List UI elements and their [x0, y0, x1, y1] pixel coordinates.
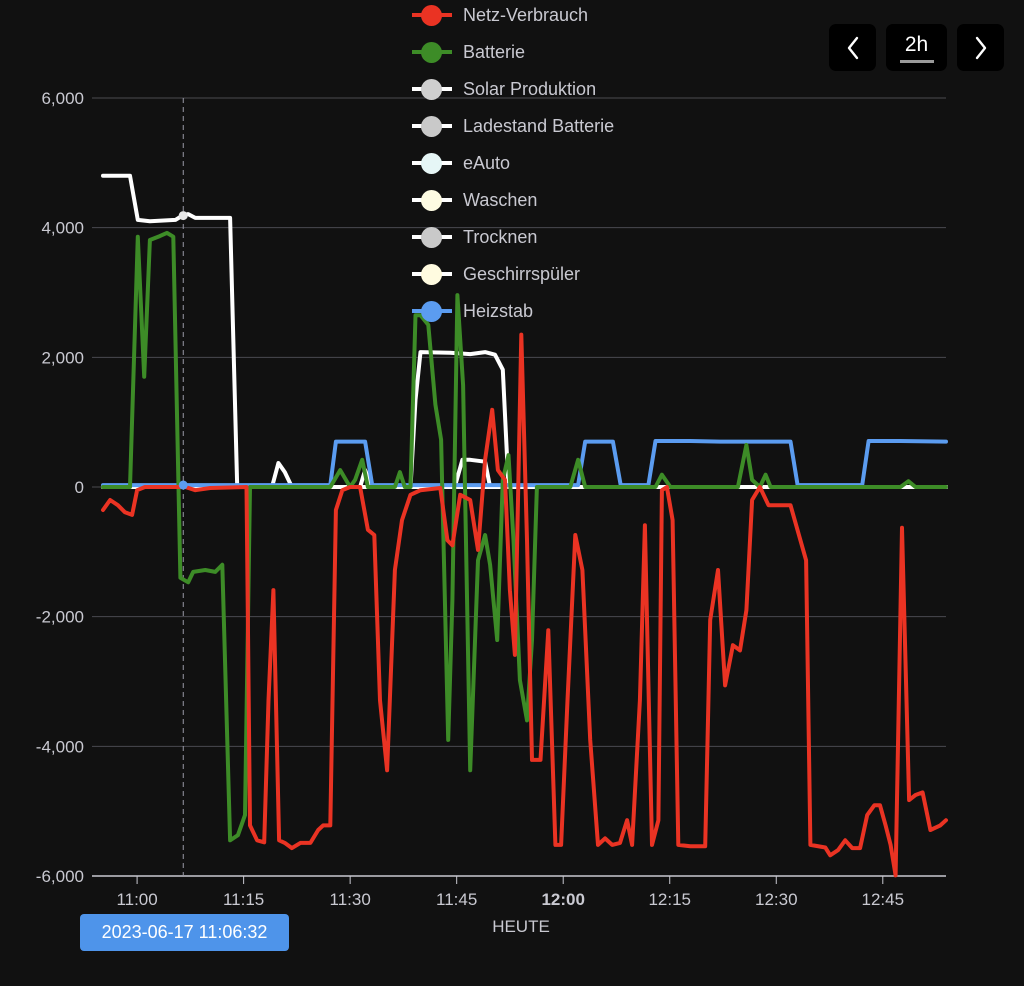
legend-label: Waschen — [463, 189, 538, 210]
y-tick-label: 2,000 — [41, 348, 84, 367]
legend-item[interactable]: Ladestand Batterie — [412, 114, 672, 138]
y-tick-label: 4,000 — [41, 219, 84, 238]
legend-item[interactable]: eAuto — [412, 151, 672, 175]
y-tick-label: 6,000 — [41, 89, 84, 108]
hover-time-tooltip: 2023-06-17 11:06:32 — [80, 914, 289, 951]
series-line-batterie[interactable] — [101, 230, 948, 843]
series-line-netz-verbrauch[interactable] — [101, 332, 948, 878]
legend-dot-icon — [421, 264, 442, 285]
y-tick-label: -4,000 — [36, 737, 84, 756]
legend-label: Solar Produktion — [463, 78, 597, 99]
legend-item[interactable]: Solar Produktion — [412, 77, 672, 101]
legend-dot-icon — [421, 153, 442, 174]
legend-dot-icon — [421, 190, 442, 211]
legend-label: Ladestand Batterie — [463, 115, 615, 136]
legend-item[interactable]: Batterie — [412, 40, 672, 64]
tooltip-label: 2023-06-17 11:06:32 — [101, 922, 268, 942]
legend-label: Geschirrspüler — [463, 263, 581, 284]
hover-point — [178, 211, 188, 221]
legend-label: Heizstab — [463, 300, 534, 321]
y-tick-label: -6,000 — [36, 867, 84, 886]
y-tick-label: 0 — [75, 478, 84, 497]
legend-item[interactable]: Waschen — [412, 188, 672, 212]
x-tick-label: 12:45 — [862, 890, 905, 909]
legend-label: Netz-Verbrauch — [463, 4, 589, 25]
y-tick-label: -2,000 — [36, 608, 84, 627]
x-tick-label: 11:45 — [436, 890, 477, 909]
x-tick-label: 12:00 — [541, 890, 584, 909]
time-range-label: 2h — [904, 32, 929, 56]
next-period-button[interactable] — [957, 24, 1004, 71]
chevron-left-icon — [847, 36, 858, 59]
x-tick-label: 12:15 — [648, 890, 691, 909]
y-axis: 6,000 4,000 2,000 0 -2,000 -4,000 -6,000 — [36, 89, 84, 886]
legend-label: Trocknen — [463, 226, 538, 247]
time-range-underline — [899, 59, 934, 63]
legend-label: eAuto — [463, 152, 511, 173]
chevron-right-icon — [975, 36, 986, 59]
legend-dot-icon — [421, 42, 442, 63]
previous-period-button[interactable] — [829, 24, 876, 71]
time-range-button[interactable]: 2h — [886, 24, 947, 71]
legend-item[interactable]: Trocknen — [412, 225, 672, 249]
legend-dot-icon — [421, 79, 442, 100]
legend-dot-icon — [421, 5, 442, 26]
legend-dot-icon — [421, 301, 442, 322]
series-lines[interactable] — [101, 173, 948, 878]
x-tick-label: 12:30 — [755, 890, 798, 909]
legend-item[interactable]: Geschirrspüler — [412, 262, 672, 286]
legend-label: Batterie — [463, 41, 526, 62]
x-tick-label: 11:15 — [223, 890, 264, 909]
x-tick-label: 11:00 — [116, 890, 157, 909]
hover-markers — [178, 211, 188, 490]
legend-item[interactable]: Heizstab — [412, 299, 672, 323]
legend-item[interactable]: Netz-Verbrauch — [412, 3, 672, 27]
legend-dot-icon — [421, 116, 442, 137]
hover-point — [178, 480, 188, 490]
legend-dot-icon — [421, 227, 442, 248]
x-axis: 11:00 11:15 11:30 11:45 12:00 12:15 12:30 12:45 — [92, 875, 946, 909]
x-axis-sublabel: HEUTE — [492, 917, 550, 936]
x-tick-label: 11:30 — [330, 890, 371, 909]
